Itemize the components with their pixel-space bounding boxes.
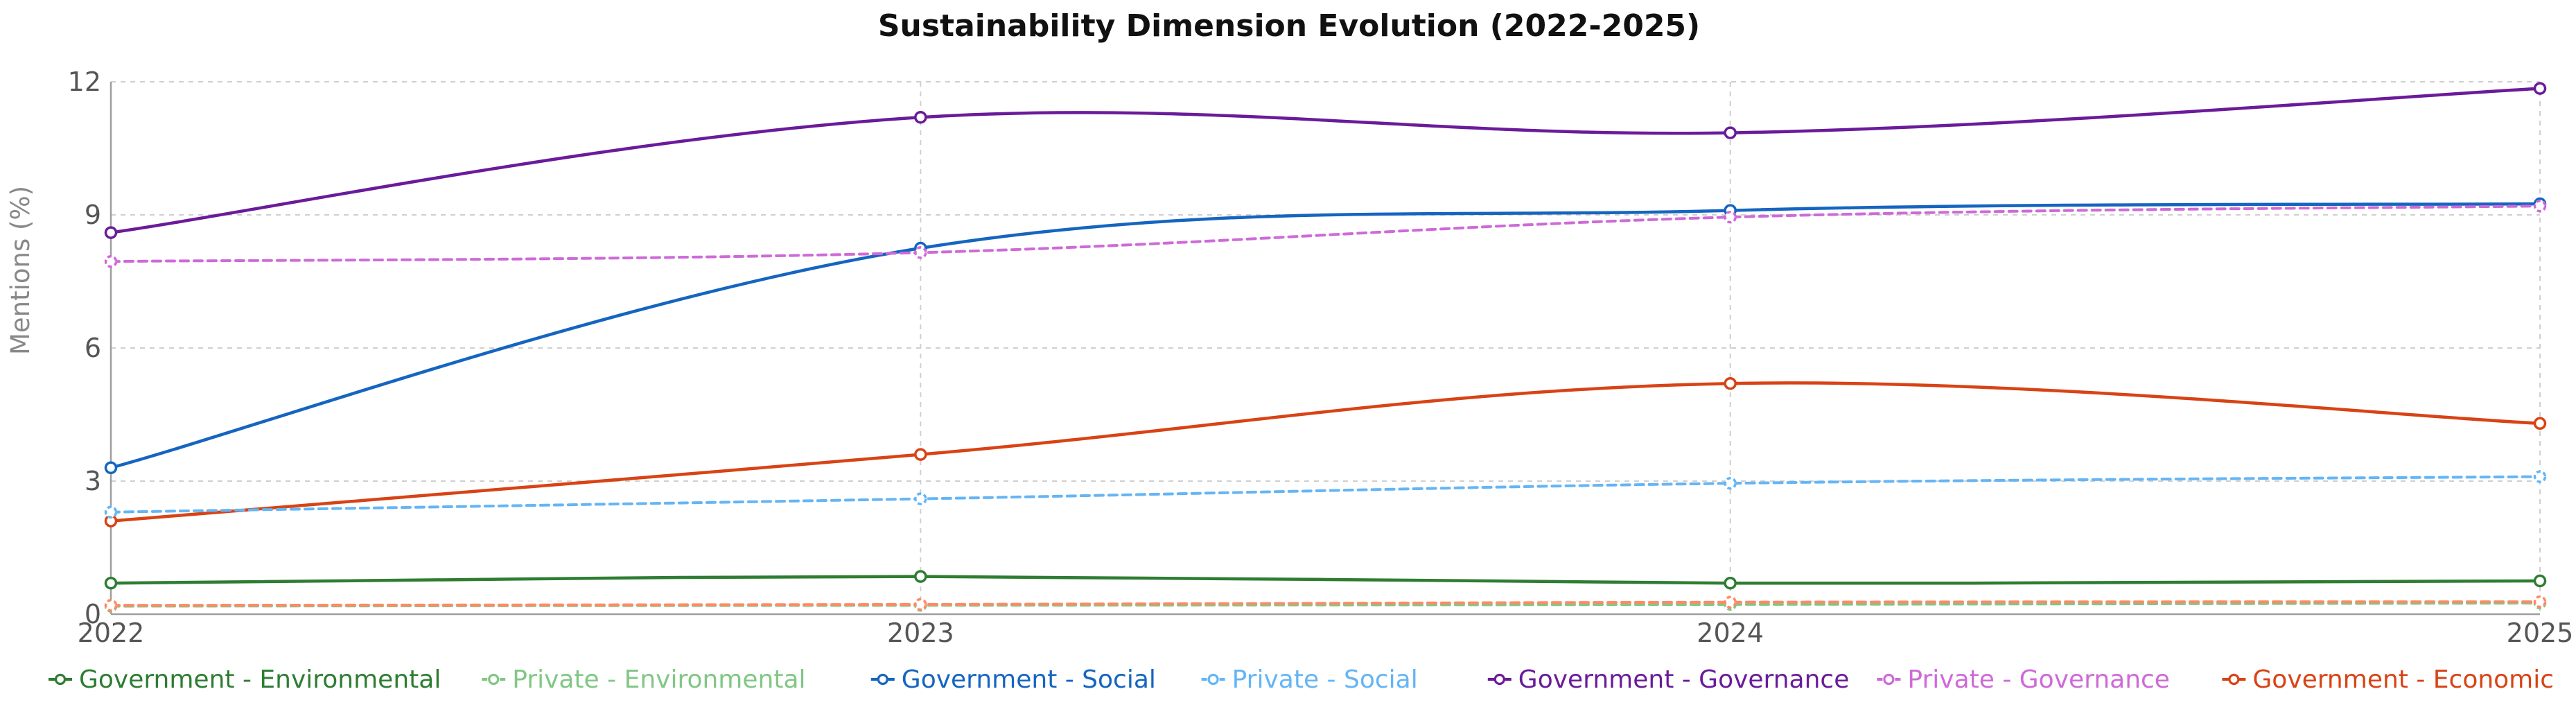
series-government-social [104, 197, 2547, 475]
series-private-social [104, 470, 2547, 519]
data-point-government-environmental-2023[interactable] [914, 570, 927, 583]
data-point-government-economic-2025[interactable] [2533, 417, 2547, 430]
y-tick-label: 3 [85, 466, 101, 496]
legend-item-government-environmental[interactable]: Government - Environmental [49, 665, 441, 694]
data-point-government-governance-2023[interactable] [914, 110, 927, 124]
series-government-economic [104, 376, 2547, 528]
legend-item-government-economic[interactable]: Government - Economic [2222, 665, 2554, 694]
data-point-private-governance-2025[interactable] [2533, 199, 2547, 213]
data-point-private-economic-2025[interactable] [2533, 595, 2547, 609]
data-point-private-governance-2023[interactable] [914, 246, 927, 259]
series-line-private-economic[interactable] [109, 600, 2541, 607]
series-private-governance [104, 199, 2547, 268]
series-line-private-governance[interactable] [109, 204, 2541, 263]
legend-marker [877, 673, 888, 686]
y-tick-label: 0 [85, 599, 101, 629]
chart-title: Sustainability Dimension Evolution (2022… [878, 8, 1700, 44]
legend-label: Government - Economic [2252, 665, 2554, 694]
series-line-government-social[interactable] [109, 202, 2542, 470]
legend: Government - Environmental Private - Envi… [49, 665, 2554, 694]
plot-series [104, 82, 2547, 613]
legend-label: Government - Environmental [79, 665, 441, 694]
legend-marker [54, 673, 67, 686]
data-point-government-environmental-2022[interactable] [104, 576, 118, 590]
grid [110, 81, 2541, 614]
series-line-private-social[interactable] [109, 475, 2541, 514]
y-tick-label: 6 [85, 333, 101, 363]
x-tick-label: 2025 [2507, 618, 2574, 648]
data-point-government-environmental-2024[interactable] [1724, 576, 1737, 590]
y-tick-label: 12 [68, 67, 101, 97]
legend-label: Government - Governance [1518, 665, 1850, 694]
series-government-environmental [104, 570, 2547, 590]
data-point-private-economic-2023[interactable] [914, 598, 927, 611]
data-point-government-economic-2023[interactable] [914, 448, 927, 461]
legend-marker [1493, 673, 1505, 686]
legend-item-government-social[interactable]: Government - Social [870, 665, 1156, 694]
data-point-government-social-2022[interactable] [104, 461, 118, 475]
legend-marker [1207, 673, 1219, 686]
data-point-private-social-2022[interactable] [104, 505, 118, 519]
legend-marker [1883, 673, 1895, 686]
legend-label: Private - Governance [1907, 665, 2170, 694]
series-line-government-environmental[interactable] [109, 575, 2542, 585]
data-point-government-economic-2024[interactable] [1724, 376, 1737, 390]
axes: 0 3 6 9 12 2022 2023 2024 2025 [68, 67, 2574, 648]
series-line-government-governance[interactable] [109, 87, 2542, 234]
data-point-government-governance-2024[interactable] [1724, 126, 1737, 139]
series-line-government-economic[interactable] [109, 381, 2542, 523]
series-private-economic [104, 595, 2547, 612]
data-point-private-governance-2022[interactable] [104, 254, 118, 268]
y-axis-title: Mentions (%) [6, 186, 35, 355]
data-point-private-social-2025[interactable] [2533, 470, 2547, 483]
data-point-private-economic-2022[interactable] [104, 598, 118, 612]
data-point-government-environmental-2025[interactable] [2533, 574, 2547, 588]
data-point-private-governance-2024[interactable] [1724, 210, 1737, 224]
x-tick-label: 2023 [887, 618, 954, 648]
legend-item-private-governance[interactable]: Private - Governance [1877, 665, 2170, 694]
y-tick-label: 9 [85, 200, 101, 230]
data-point-government-governance-2025[interactable] [2533, 82, 2547, 95]
legend-item-private-environmental[interactable]: Private - Environmental [482, 665, 806, 694]
legend-label: Government - Social [902, 665, 1156, 694]
legend-marker [488, 673, 500, 686]
legend-label: Private - Environmental [512, 665, 805, 694]
legend-marker [2228, 673, 2240, 686]
legend-item-private-social[interactable]: Private - Social [1201, 665, 1418, 694]
data-point-private-economic-2024[interactable] [1724, 595, 1737, 609]
series-government-governance [104, 82, 2547, 239]
data-point-private-social-2023[interactable] [914, 492, 927, 505]
data-point-private-social-2024[interactable] [1724, 476, 1737, 490]
data-point-government-governance-2022[interactable] [104, 226, 118, 239]
x-tick-label: 2022 [78, 618, 145, 648]
x-tick-label: 2024 [1697, 618, 1764, 648]
legend-item-government-governance[interactable]: Government - Governance [1487, 665, 1850, 694]
legend-label: Private - Social [1232, 665, 1418, 694]
